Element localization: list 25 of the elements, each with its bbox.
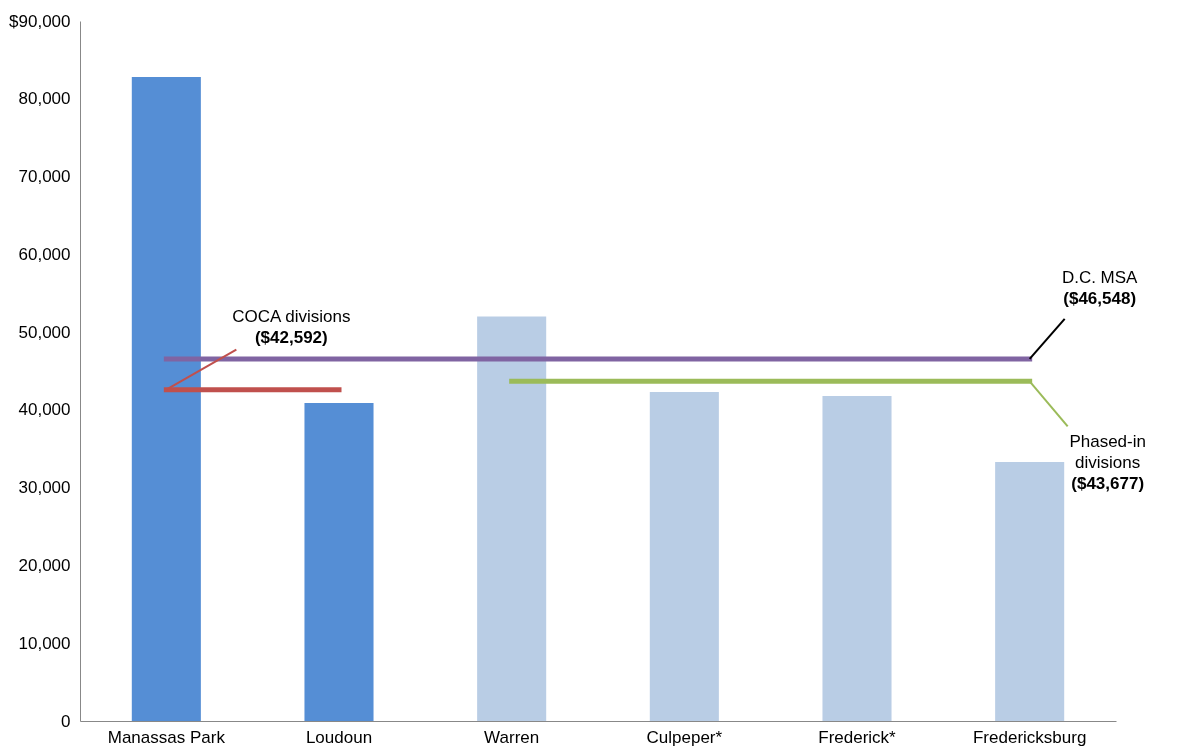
x-tick-label: Fredericksburg: [972, 727, 1087, 747]
annotation: D.C. MSA ($46,548): [1061, 268, 1139, 309]
x-tick-label: Warren: [484, 727, 540, 747]
x-tick-label: Loudoun: [305, 727, 373, 747]
annotation: Phased-in divisions ($43,677): [1069, 432, 1146, 494]
y-tick-label: 40,000: [18, 400, 71, 420]
bar: [477, 316, 547, 721]
y-tick-label: 30,000: [18, 478, 71, 498]
bar: [822, 395, 892, 721]
y-tick-label: 80,000: [18, 89, 71, 109]
y-tick-label: 50,000: [18, 322, 71, 342]
y-tick-label: 70,000: [18, 167, 71, 187]
x-tick-label: Frederick*: [818, 727, 897, 747]
x-tick-label: Culpeper*: [646, 727, 723, 747]
bar: [304, 402, 374, 721]
y-tick-label: 10,000: [18, 633, 71, 653]
bar: [995, 462, 1065, 721]
bar: [131, 77, 201, 721]
bar: [649, 392, 719, 721]
annotation: COCA divisions ($42,592): [232, 307, 351, 348]
y-tick-label: 20,000: [18, 555, 71, 575]
y-tick-label: $90,000: [9, 11, 71, 31]
x-tick-label: Manassas Park: [107, 727, 226, 747]
y-tick-label: 60,000: [18, 244, 71, 264]
y-tick-label: 0: [61, 711, 71, 731]
